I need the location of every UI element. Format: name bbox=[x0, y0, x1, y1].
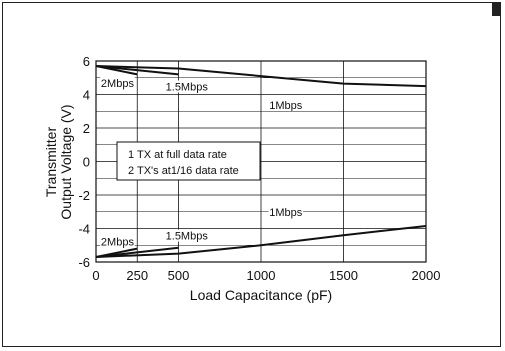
y-axis-label: Transmitter Output Voltage (V) bbox=[43, 104, 74, 219]
series-label: 1Mbps bbox=[269, 100, 303, 112]
series-line-1mbps-positive bbox=[95, 65, 427, 88]
y-tick-label: 0 bbox=[83, 155, 90, 170]
x-tick-label: 0 bbox=[92, 268, 99, 283]
series-label: 1Mbps bbox=[269, 207, 303, 219]
series-label: 1.5Mbps bbox=[166, 81, 209, 93]
series-label: 2Mbps bbox=[101, 236, 135, 248]
y-tick-label: -6 bbox=[78, 255, 90, 270]
legend-box: 1 TX at full data rate 2 TX's at1/16 dat… bbox=[116, 141, 261, 181]
series-label-bg bbox=[100, 77, 135, 90]
series-label-bg bbox=[163, 80, 211, 93]
series-label-bg bbox=[268, 206, 303, 219]
y-tick-label: 4 bbox=[83, 88, 90, 103]
y-tick-label: -2 bbox=[78, 188, 90, 203]
x-tick-label: 1500 bbox=[329, 268, 358, 283]
x-tick-label: 2000 bbox=[412, 268, 441, 283]
y-tick-label: 6 bbox=[83, 54, 90, 69]
x-tick-label: 500 bbox=[168, 268, 190, 283]
series-label-bg bbox=[268, 98, 303, 111]
series-line-1mbps-negative bbox=[95, 225, 427, 258]
legend-box-border bbox=[116, 141, 261, 181]
legend-line-2: 2 TX's at1/16 data rate bbox=[128, 165, 239, 177]
x-axis-label: Load Capacitance (pF) bbox=[190, 287, 332, 303]
corner-marker bbox=[492, 3, 500, 16]
legend-line-1: 1 TX at full data rate bbox=[128, 149, 227, 161]
series-label-bg bbox=[100, 235, 135, 248]
series-label: 2Mbps bbox=[101, 78, 135, 90]
plot-area bbox=[95, 60, 427, 263]
y-tick-label: 2 bbox=[83, 121, 90, 136]
x-tick-label: 250 bbox=[126, 268, 148, 283]
y-tick-label: -4 bbox=[78, 222, 90, 237]
x-tick-label: 1000 bbox=[247, 268, 276, 283]
series-label: 1.5Mbps bbox=[166, 231, 209, 243]
series-label-bg bbox=[163, 229, 211, 242]
y-axis-label-line-1: Transmitter bbox=[43, 127, 59, 198]
y-axis-label-line-2: Output Voltage (V) bbox=[58, 104, 74, 219]
